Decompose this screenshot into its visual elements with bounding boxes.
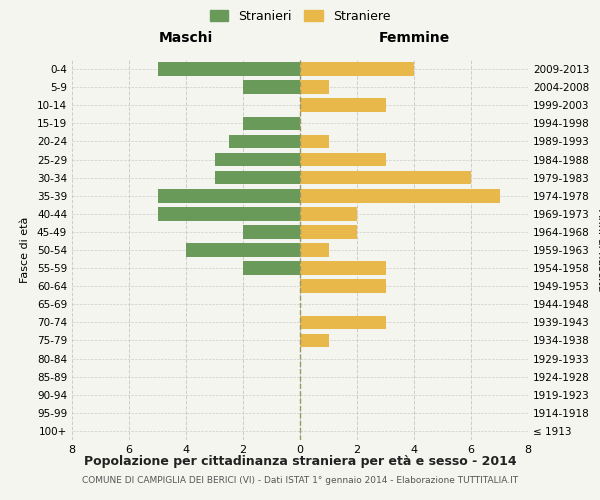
Bar xyxy=(300,243,329,257)
Bar xyxy=(215,171,300,184)
Bar xyxy=(157,62,300,76)
Text: COMUNE DI CAMPIGLIA DEI BERICI (VI) - Dati ISTAT 1° gennaio 2014 - Elaborazione : COMUNE DI CAMPIGLIA DEI BERICI (VI) - Da… xyxy=(82,476,518,485)
Bar xyxy=(300,152,386,166)
Bar xyxy=(300,225,357,238)
Bar xyxy=(300,189,499,202)
Bar xyxy=(243,80,300,94)
Bar xyxy=(229,134,300,148)
Bar xyxy=(300,207,357,220)
Legend: Stranieri, Straniere: Stranieri, Straniere xyxy=(206,6,394,26)
Y-axis label: Anni di nascita: Anni di nascita xyxy=(596,209,600,291)
Bar xyxy=(243,262,300,275)
Bar xyxy=(157,189,300,202)
Bar xyxy=(243,116,300,130)
Text: Popolazione per cittadinanza straniera per età e sesso - 2014: Popolazione per cittadinanza straniera p… xyxy=(83,454,517,468)
Bar xyxy=(300,171,471,184)
Bar xyxy=(300,62,414,76)
Text: Maschi: Maschi xyxy=(159,31,213,45)
Text: Femmine: Femmine xyxy=(379,31,449,45)
Bar xyxy=(300,280,386,293)
Bar xyxy=(186,243,300,257)
Bar xyxy=(157,207,300,220)
Y-axis label: Fasce di età: Fasce di età xyxy=(20,217,30,283)
Bar xyxy=(300,262,386,275)
Bar xyxy=(215,152,300,166)
Bar xyxy=(243,225,300,238)
Bar xyxy=(300,334,329,347)
Bar xyxy=(300,80,329,94)
Bar xyxy=(300,134,329,148)
Bar xyxy=(300,316,386,329)
Bar xyxy=(300,98,386,112)
